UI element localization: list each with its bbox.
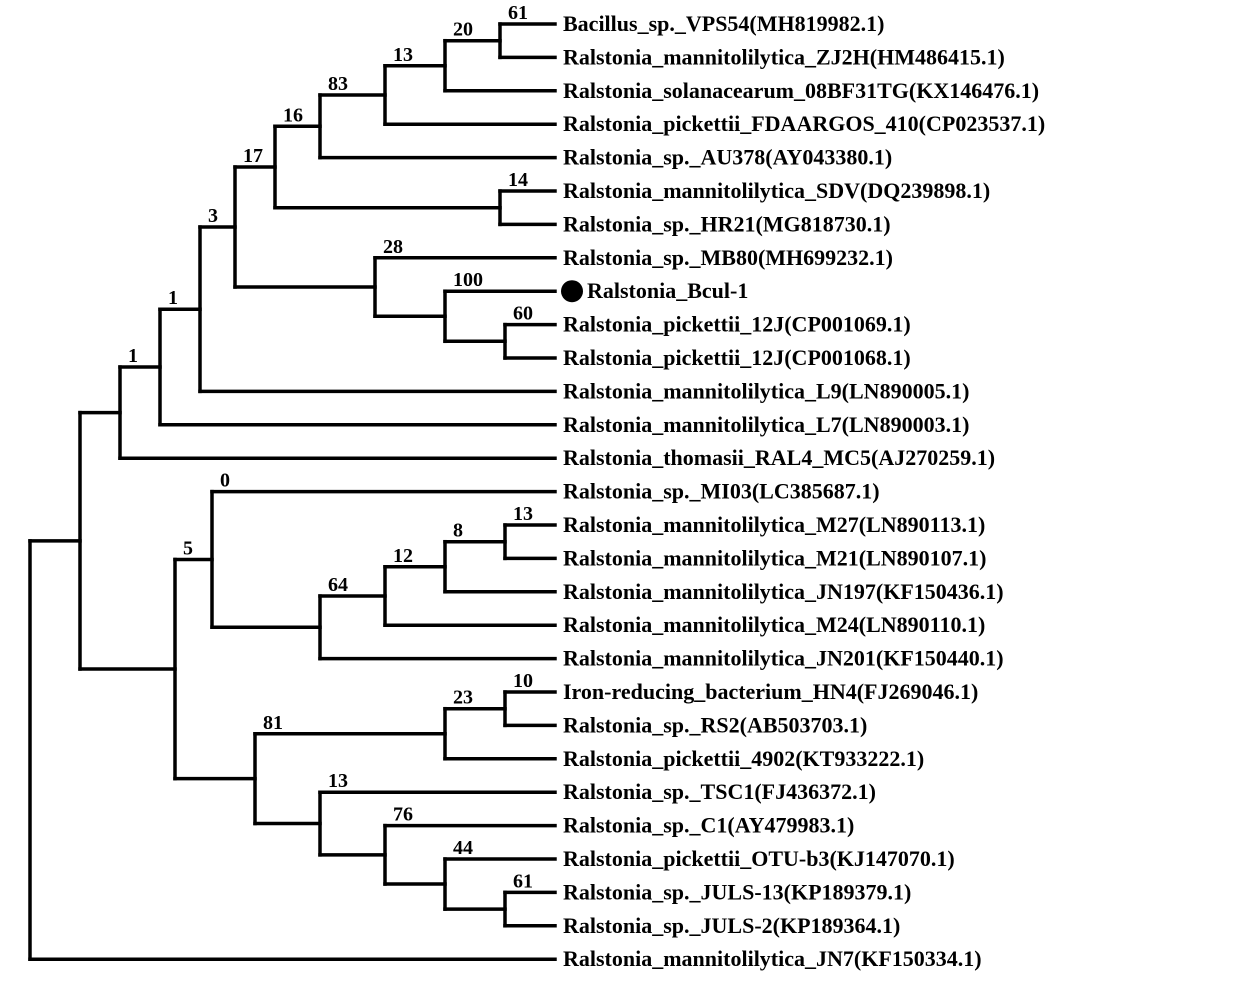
- taxon-label: Ralstonia_mannitolilytica_L7(LN890003.1): [563, 412, 969, 437]
- taxon-label: Ralstonia_Bcul-1: [587, 278, 748, 303]
- taxon-label: Ralstonia_mannitolilytica_SDV(DQ239898.1…: [563, 178, 990, 203]
- taxon-label: Ralstonia_mannitolilytica_M27(LN890113.1…: [563, 512, 985, 537]
- bootstrap-value: 16: [283, 104, 303, 126]
- bootstrap-value: 5: [183, 537, 193, 559]
- bootstrap-value: 20: [453, 19, 473, 41]
- taxon-label: Ralstonia_pickettii_12J(CP001069.1): [563, 312, 911, 337]
- taxon-label: Ralstonia_pickettii_12J(CP001068.1): [563, 345, 911, 370]
- bootstrap-value: 44: [453, 837, 473, 859]
- taxon-label: Ralstonia_sp._C1(AY479983.1): [563, 813, 854, 838]
- bootstrap-value: 81: [263, 712, 283, 734]
- bootstrap-value: 1: [168, 287, 178, 309]
- taxon-label: Ralstonia_mannitolilytica_ZJ2H(HM486415.…: [563, 44, 1005, 69]
- bootstrap-value: 12: [393, 545, 413, 567]
- taxon-label: Ralstonia_sp._MI03(LC385687.1): [563, 479, 880, 504]
- bootstrap-value: 8: [453, 520, 463, 542]
- bootstrap-value: 76: [393, 804, 413, 826]
- taxon-label: Ralstonia_sp._HR21(MG818730.1): [563, 211, 891, 236]
- taxon-label: Ralstonia_sp._JULS-2(KP189364.1): [563, 913, 900, 938]
- taxon-label: Ralstonia_mannitolilytica_M21(LN890107.1…: [563, 545, 987, 570]
- taxon-label: Ralstonia_mannitolilytica_JN197(KF150436…: [563, 579, 1004, 604]
- bootstrap-value: 14: [508, 169, 528, 191]
- taxon-label: Iron-reducing_bacterium_HN4(FJ269046.1): [563, 679, 978, 704]
- taxon-label: Ralstonia_sp._RS2(AB503703.1): [563, 712, 867, 737]
- bootstrap-value: 61: [508, 2, 528, 24]
- bootstrap-value: 13: [328, 770, 348, 792]
- taxon-label: Ralstonia_solanacearum_08BF31TG(KX146476…: [563, 78, 1039, 103]
- bootstrap-value: 61: [513, 870, 533, 892]
- taxon-label: Ralstonia_sp._JULS-13(KP189379.1): [563, 879, 911, 904]
- bootstrap-value: 13: [393, 44, 413, 66]
- taxon-label: Ralstonia_mannitolilytica_JN201(KF150440…: [563, 646, 1004, 671]
- highlighted-taxon-marker: [561, 280, 583, 302]
- taxon-label: Ralstonia_pickettii_FDAARGOS_410(CP02353…: [563, 111, 1045, 136]
- bootstrap-value: 0: [220, 470, 230, 492]
- bootstrap-value: 28: [383, 236, 403, 258]
- bootstrap-value: 100: [453, 269, 483, 291]
- bootstrap-value: 13: [513, 503, 533, 525]
- taxon-label: Ralstonia_mannitolilytica_M24(LN890110.1…: [563, 612, 985, 637]
- bootstrap-value: 3: [208, 205, 218, 227]
- taxon-label: Ralstonia_sp._AU378(AY043380.1): [563, 145, 892, 170]
- bootstrap-value: 64: [328, 574, 348, 596]
- taxon-label: Ralstonia_pickettii_OTU-b3(KJ147070.1): [563, 846, 955, 871]
- taxon-label: Ralstonia_pickettii_4902(KT933222.1): [563, 746, 924, 771]
- taxon-label: Ralstonia_mannitolilytica_JN7(KF150334.1…: [563, 946, 982, 971]
- taxon-label: Bacillus_sp._VPS54(MH819982.1): [563, 11, 884, 36]
- bootstrap-value: 10: [513, 670, 533, 692]
- bootstrap-value: 1: [128, 345, 138, 367]
- bootstrap-value: 83: [328, 73, 348, 95]
- taxon-label: Ralstonia_mannitolilytica_L9(LN890005.1): [563, 378, 969, 403]
- bootstrap-value: 60: [513, 303, 533, 325]
- phylogenetic-tree: 61 20 13 83 14 16 60 100 28 17 3 1 1 13 8 12 64 0 10 23 61 44…: [0, 0, 1239, 990]
- bootstrap-value: 17: [243, 145, 263, 167]
- taxon-label: Ralstonia_sp._TSC1(FJ436372.1): [563, 779, 876, 804]
- taxon-label: Ralstonia_thomasii_RAL4_MC5(AJ270259.1): [563, 445, 995, 470]
- taxon-label: Ralstonia_sp._MB80(MH699232.1): [563, 245, 893, 270]
- bootstrap-value: 23: [453, 687, 473, 709]
